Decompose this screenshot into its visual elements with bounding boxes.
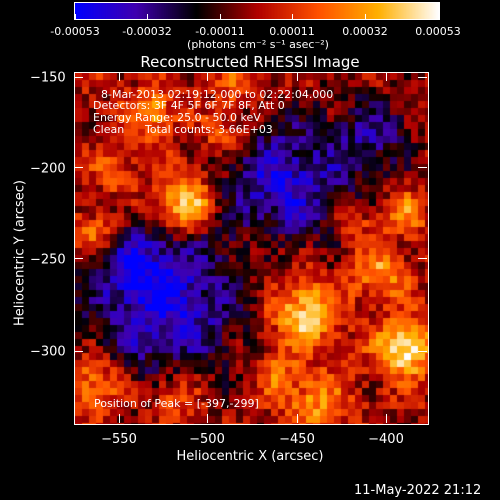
peak-position-text: Position of Peak = [-397,-299]	[94, 397, 259, 410]
reconstructed-image	[75, 73, 428, 424]
x-tick	[207, 414, 208, 423]
y-tick	[74, 258, 83, 259]
y-tick-label: −200	[30, 161, 66, 177]
x-tick	[207, 72, 208, 81]
colorbar-frame	[74, 2, 440, 20]
colorbar-tick	[75, 14, 76, 19]
x-tick-label: −500	[189, 432, 225, 447]
y-tick	[418, 167, 427, 168]
colorbar-tick	[147, 14, 148, 19]
x-tick	[119, 72, 120, 81]
colorbar-tick-label: -0.00032	[122, 25, 172, 38]
colorbar-units: (photons cm⁻² s⁻¹ asec⁻²)	[187, 38, 329, 51]
x-tick	[386, 72, 387, 81]
colorbar-tick	[292, 14, 293, 19]
x-tick-label: −550	[101, 432, 137, 447]
y-tick	[74, 77, 83, 78]
colorbar-gradient	[75, 3, 439, 19]
info-total-counts: Total counts: 3.66E+03	[145, 123, 273, 136]
colorbar-tick-label: -0.00011	[195, 25, 245, 38]
colorbar-tick-label: 0.00053	[415, 25, 461, 38]
x-tick	[297, 414, 298, 423]
info-time-range: 8-Mar-2013 02:19:12.000 to 02:22:04.000	[101, 88, 334, 101]
x-tick	[119, 414, 120, 423]
y-tick	[418, 77, 427, 78]
y-axis-label: Heliocentric Y (arcsec)	[12, 180, 28, 326]
y-tick	[418, 351, 427, 352]
y-tick	[74, 167, 83, 168]
y-tick	[418, 258, 427, 259]
image-title: Reconstructed RHESSI Image	[140, 53, 360, 71]
colorbar-tick	[220, 14, 221, 19]
info-method: Clean	[93, 123, 125, 136]
colorbar-tick	[365, 14, 366, 19]
colorbar-tick-label: 0.00011	[269, 25, 315, 38]
y-tick-label: −250	[30, 252, 66, 268]
info-energy-range: Energy Range: 25.0 - 50.0 keV	[93, 111, 261, 124]
plot-frame	[74, 72, 429, 425]
x-axis-label: Heliocentric X (arcsec)	[176, 449, 324, 464]
x-tick-label: −400	[368, 432, 404, 447]
x-tick	[386, 414, 387, 423]
info-detectors: Detectors: 3F 4F 5F 6F 7F 8F, Att 0	[93, 99, 285, 112]
y-tick-label: −150	[30, 70, 66, 86]
y-tick	[74, 351, 83, 352]
colorbar-tick-label: 0.00032	[342, 25, 388, 38]
x-tick	[297, 72, 298, 81]
colorbar-tick	[438, 14, 439, 19]
footer-date: 11-May-2022 21:12	[354, 483, 482, 498]
colorbar-tick-label: -0.00053	[50, 25, 100, 38]
x-tick-label: −450	[279, 432, 315, 447]
y-tick-label: −300	[30, 344, 66, 360]
